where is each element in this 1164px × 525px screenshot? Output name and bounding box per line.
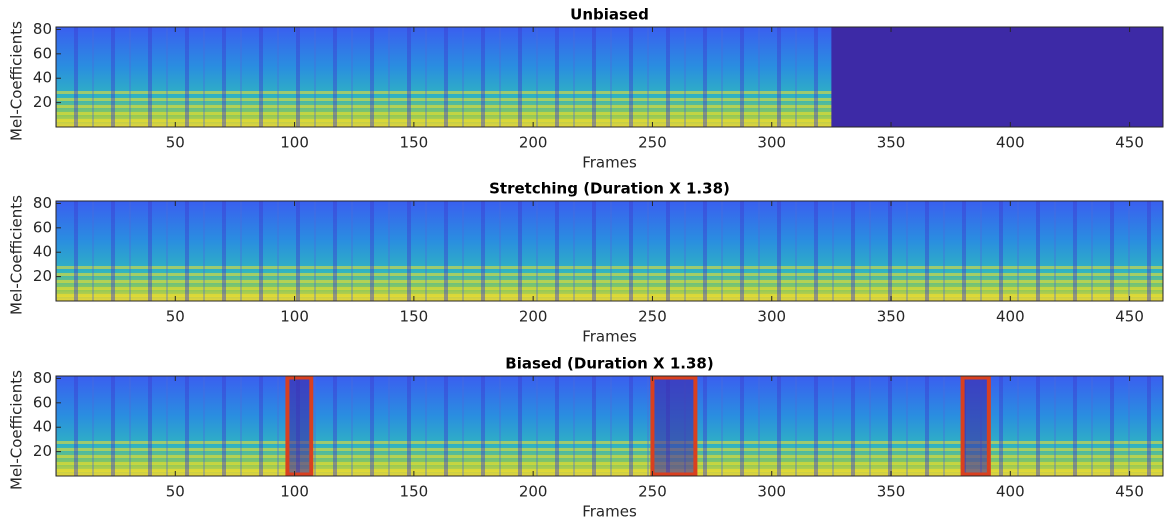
x-tick-label: 350 xyxy=(877,483,906,501)
y-axis-label: Mel-Coefficients xyxy=(8,21,26,141)
y-tick-label: 20 xyxy=(33,267,52,285)
x-axis-label: Frames xyxy=(582,503,637,521)
y-tick-label: 40 xyxy=(33,418,52,436)
y-tick-label: 20 xyxy=(33,442,52,460)
y-tick-label: 80 xyxy=(33,194,52,212)
chart-title: Unbiased xyxy=(570,6,649,24)
x-axis-label: Frames xyxy=(582,328,637,346)
x-tick-label: 300 xyxy=(757,134,786,152)
x-tick-label: 50 xyxy=(166,308,185,326)
x-tick-label: 150 xyxy=(400,308,429,326)
y-tick-label: 60 xyxy=(33,218,52,236)
highlight-box xyxy=(650,375,698,477)
x-tick-label: 450 xyxy=(1115,308,1144,326)
x-tick-label: 150 xyxy=(400,134,429,152)
x-tick-label: 400 xyxy=(996,134,1025,152)
y-tick-label: 20 xyxy=(33,93,52,111)
y-tick-label: 40 xyxy=(33,243,52,261)
y-tick-label: 80 xyxy=(33,20,52,38)
x-tick-label: 250 xyxy=(638,308,667,326)
x-tick-label: 50 xyxy=(166,483,185,501)
x-tick-label: 100 xyxy=(280,483,309,501)
frame-texture xyxy=(56,376,1163,476)
x-tick-label: 250 xyxy=(638,134,667,152)
y-tick-label: 60 xyxy=(33,393,52,411)
x-tick-label: 200 xyxy=(519,134,548,152)
x-tick-label: 400 xyxy=(996,308,1025,326)
axes-box xyxy=(55,375,1164,477)
x-tick-label: 150 xyxy=(400,483,429,501)
x-tick-label: 50 xyxy=(166,134,185,152)
y-tick-label: 80 xyxy=(33,369,52,387)
x-tick-label: 100 xyxy=(280,134,309,152)
y-tick-label: 40 xyxy=(33,69,52,87)
padding-region xyxy=(831,27,1163,127)
chart-title: Biased (Duration X 1.38) xyxy=(505,355,713,373)
x-tick-label: 200 xyxy=(519,308,548,326)
x-tick-label: 450 xyxy=(1115,134,1144,152)
frame-texture xyxy=(56,201,1163,301)
axes-box xyxy=(55,26,1164,128)
x-tick-label: 400 xyxy=(996,483,1025,501)
chart-title: Stretching (Duration X 1.38) xyxy=(489,180,730,198)
y-axis-label: Mel-Coefficients xyxy=(8,195,26,315)
x-axis-label: Frames xyxy=(582,154,637,172)
x-tick-label: 100 xyxy=(280,308,309,326)
x-tick-label: 300 xyxy=(757,308,786,326)
y-tick-label: 60 xyxy=(33,44,52,62)
highlight-box xyxy=(285,375,314,477)
x-tick-label: 350 xyxy=(877,308,906,326)
x-tick-label: 200 xyxy=(519,483,548,501)
x-tick-label: 350 xyxy=(877,134,906,152)
x-tick-label: 250 xyxy=(638,483,667,501)
y-axis-label: Mel-Coefficients xyxy=(8,370,26,490)
x-tick-label: 300 xyxy=(757,483,786,501)
x-tick-label: 450 xyxy=(1115,483,1144,501)
highlight-box xyxy=(960,375,991,477)
axes-box xyxy=(55,200,1164,302)
